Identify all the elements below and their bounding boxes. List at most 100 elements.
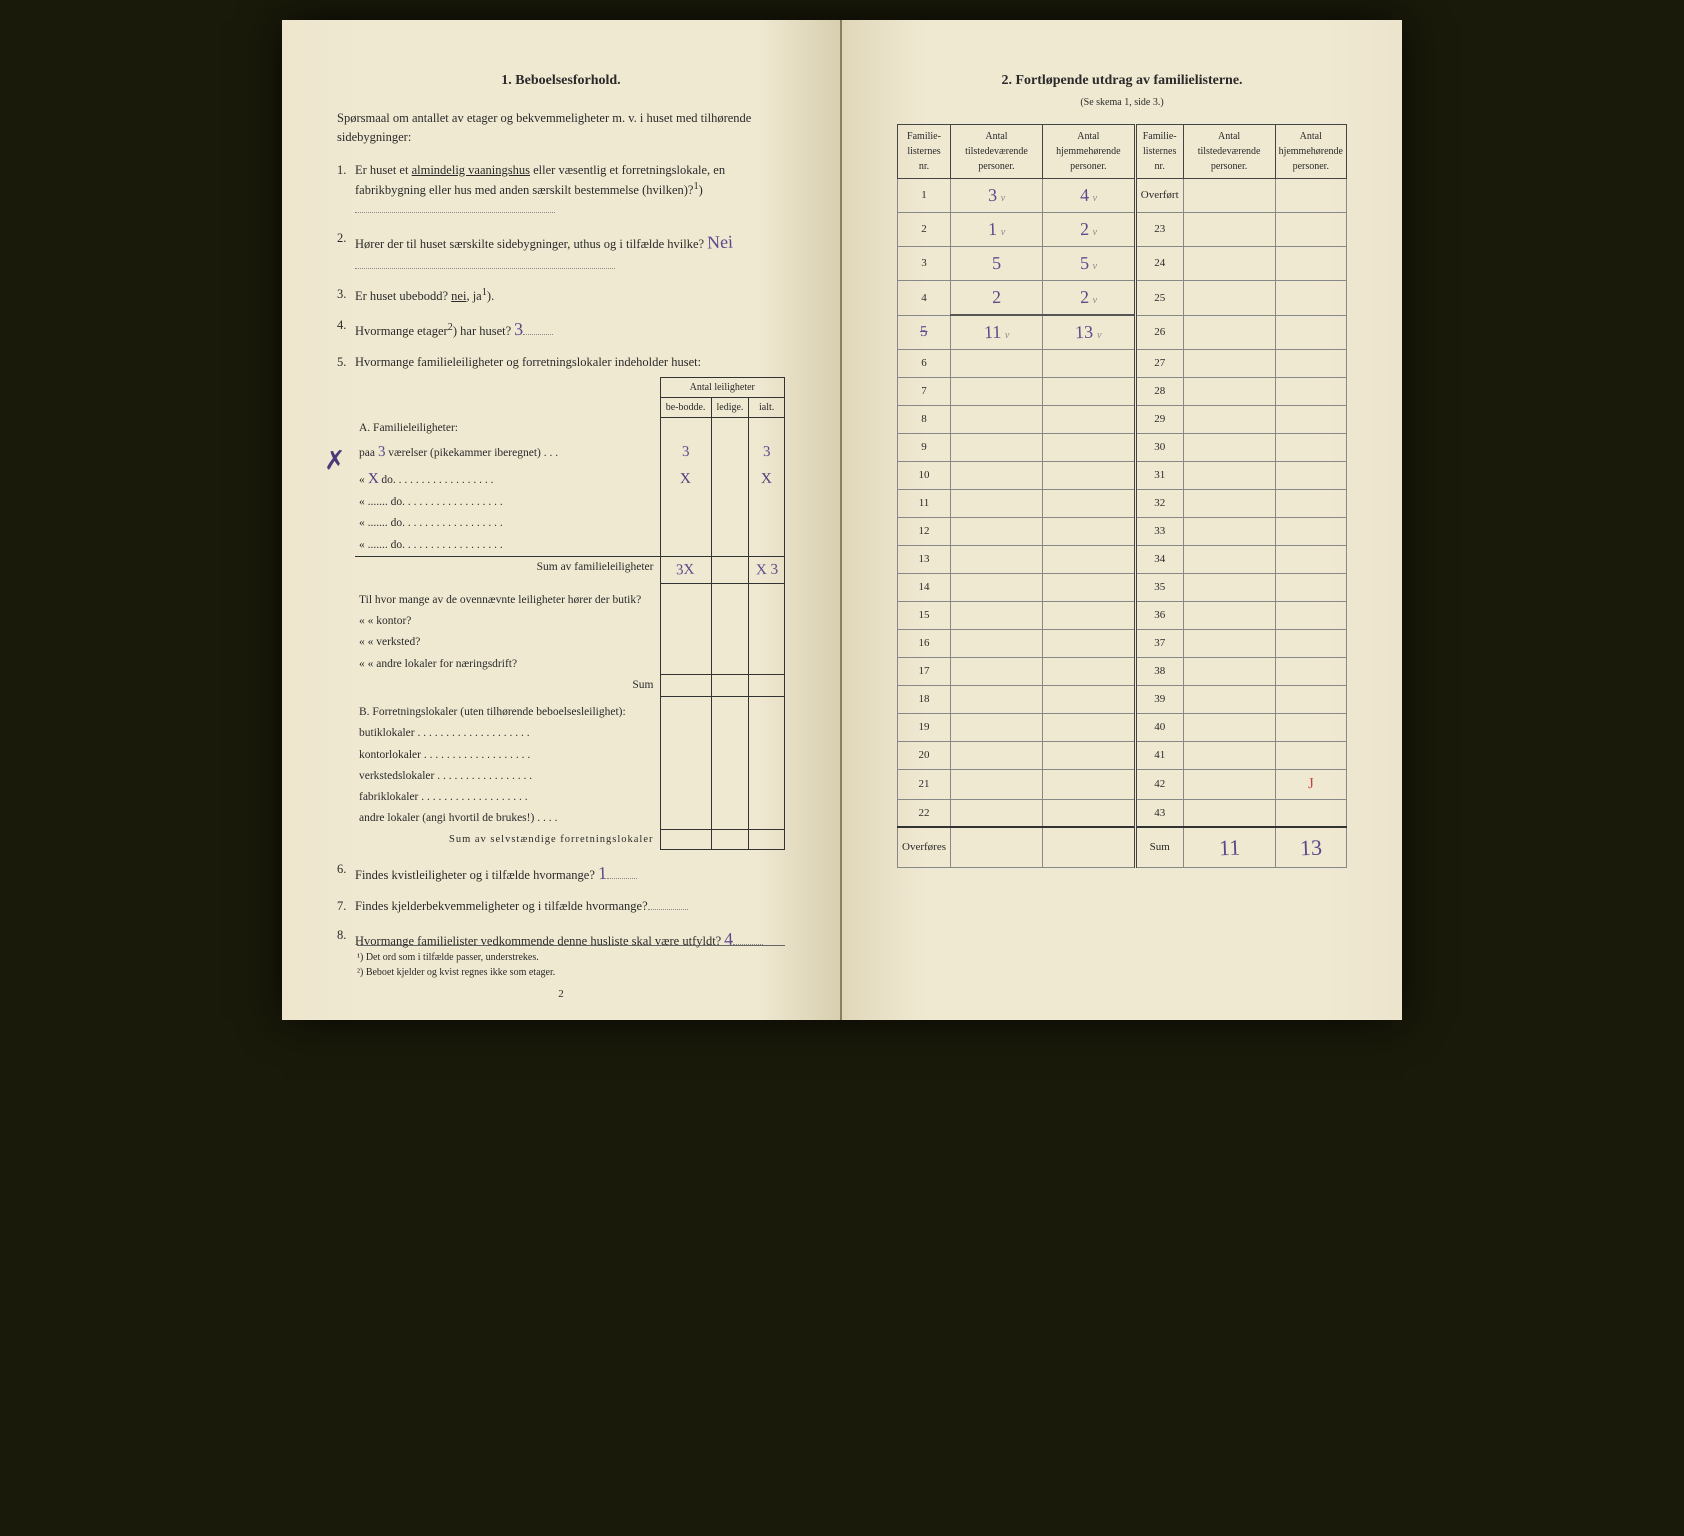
mid-sum: Sum <box>355 675 660 696</box>
section-2-title: 2. Fortløpende utdrag av familielisterne… <box>897 70 1347 91</box>
row-hjem-left: 2v <box>1042 281 1135 316</box>
b-3: verkstedslokaler . . . . . . . . . . . .… <box>355 766 660 787</box>
row-nr-right: 28 <box>1135 378 1183 406</box>
table-row: 1839 <box>898 686 1347 714</box>
a-paa-label: værelser (pikekammer iberegnet) . . . <box>385 447 558 459</box>
row-tilst-right <box>1183 714 1275 742</box>
q-number: 3. <box>337 285 346 304</box>
row-nr-left: 15 <box>898 602 951 630</box>
row-hjem-right <box>1275 490 1346 518</box>
book-spread: 1. Beboelsesforhold. Spørsmaal om antall… <box>282 20 1402 1020</box>
sum-label: Sum <box>1135 827 1183 868</box>
familie-tbody: 13v4vOverført21v2v23355v24422v25511v13v2… <box>898 179 1347 868</box>
a-r1-ialt: 3 <box>763 441 771 464</box>
row-hjem-right <box>1275 799 1346 827</box>
leilighet-table: Antal leiligheter be-bodde. ledige. ialt… <box>355 377 785 850</box>
row-tilst-left: 1v <box>950 213 1042 247</box>
fam-h1: Familie-listernes nr. <box>898 125 951 179</box>
a-do-2: do. <box>381 474 395 486</box>
row-nr-left: 17 <box>898 658 951 686</box>
row-hjem-right <box>1275 546 1346 574</box>
row-tilst-right <box>1183 546 1275 574</box>
table-row: 728 <box>898 378 1347 406</box>
table-row: 1132 <box>898 490 1347 518</box>
row-nr-left: 5 <box>898 315 951 350</box>
row-nr-right: 42 <box>1135 770 1183 800</box>
row-hjem-right <box>1275 406 1346 434</box>
fam-h4: Familie-listernes nr. <box>1135 125 1183 179</box>
q2-text: Hører der til huset særskilte sidebygnin… <box>355 237 704 251</box>
table-row: 1334 <box>898 546 1347 574</box>
row-nr-left: 9 <box>898 434 951 462</box>
q-number: 5. <box>337 353 346 372</box>
a-r2-ialt: X <box>761 467 773 490</box>
row-tilst-left <box>950 546 1042 574</box>
q3-mid: , ja <box>466 289 481 303</box>
question-7: 7. Findes kjelderbekvemmeligheter og i t… <box>355 897 785 916</box>
row-tilst-right <box>1183 742 1275 770</box>
section-2-sub: (Se skema 1, side 3.) <box>897 95 1347 110</box>
table-row: 627 <box>898 350 1347 378</box>
a-sum-label: Sum av familieleiligheter <box>355 556 660 584</box>
a-row-2-label: « X do. . . . . . . . . . . . . . . . . … <box>355 466 660 493</box>
row-tilst-left <box>950 574 1042 602</box>
q-number: 8. <box>337 926 346 945</box>
q-number: 1. <box>337 161 346 180</box>
section-b-label: B. Forretningslokaler (uten tilhørende b… <box>355 696 660 723</box>
row-tilst-right <box>1183 462 1275 490</box>
row-hjem-left <box>1042 658 1135 686</box>
table-row: 1637 <box>898 630 1347 658</box>
b-sum: Sum av selvstændige forretningslokaler <box>355 830 660 850</box>
q3-nei: nei <box>451 289 466 303</box>
a-do-4: do. <box>391 517 405 529</box>
section-a-label: A. Familieleiligheter: <box>355 418 660 439</box>
q-number: 4. <box>337 316 346 335</box>
row-tilst-left <box>950 462 1042 490</box>
table-row: 1738 <box>898 658 1347 686</box>
row-tilst-left: 11v <box>950 315 1042 350</box>
row-nr-right: Overført <box>1135 179 1183 213</box>
row-tilst-left <box>950 686 1042 714</box>
row-hjem-right <box>1275 630 1346 658</box>
row-hjem-right <box>1275 350 1346 378</box>
row-hjem-left <box>1042 546 1135 574</box>
row-nr-left: 22 <box>898 799 951 827</box>
question-3: 3. Er huset ubebodd? nei, ja1). <box>355 285 785 306</box>
question-6: 6. Findes kvistleiligheter og i tilfælde… <box>355 860 785 887</box>
q6-answer: 1 <box>598 860 608 887</box>
row-tilst-left: 3v <box>950 179 1042 213</box>
mid-4: « « andre lokaler for næringsdrift? <box>355 654 660 675</box>
row-tilst-right <box>1183 378 1275 406</box>
row-tilst-right <box>1183 630 1275 658</box>
row-tilst-left <box>950 742 1042 770</box>
row-nr-left: 14 <box>898 574 951 602</box>
row-nr-right: 26 <box>1135 315 1183 350</box>
table-row: 930 <box>898 434 1347 462</box>
fam-h5: Antal tilstedeværende personer. <box>1183 125 1275 179</box>
row-tilst-left: 5 <box>950 247 1042 281</box>
a-r2-smudge: X <box>367 467 379 490</box>
table-row: 2041 <box>898 742 1347 770</box>
row-nr-left: 12 <box>898 518 951 546</box>
row-hjem-right <box>1275 434 1346 462</box>
row-nr-right: 29 <box>1135 406 1183 434</box>
row-nr-left: 1 <box>898 179 951 213</box>
row-tilst-left: 2 <box>950 281 1042 316</box>
q4-post: ) har huset? <box>453 324 511 338</box>
row-hjem-left <box>1042 770 1135 800</box>
q-number: 6. <box>337 860 346 879</box>
row-tilst-right <box>1183 574 1275 602</box>
row-nr-right: 39 <box>1135 686 1183 714</box>
row-nr-right: 23 <box>1135 213 1183 247</box>
b-5: andre lokaler (angi hvortil de brukes!) … <box>355 808 660 829</box>
row-hjem-right <box>1275 686 1346 714</box>
q6-text: Findes kvistleiligheter og i tilfælde hv… <box>355 868 595 882</box>
question-2: 2. Hører der til huset særskilte sidebyg… <box>355 229 785 275</box>
row-tilst-right <box>1183 179 1275 213</box>
leil-h-ialt: ialt. <box>749 398 785 418</box>
row-hjem-left <box>1042 742 1135 770</box>
row-tilst-right <box>1183 490 1275 518</box>
mid-2: « « kontor? <box>355 611 660 632</box>
row-hjem-left: 2v <box>1042 213 1135 247</box>
table-row: 355v24 <box>898 247 1347 281</box>
